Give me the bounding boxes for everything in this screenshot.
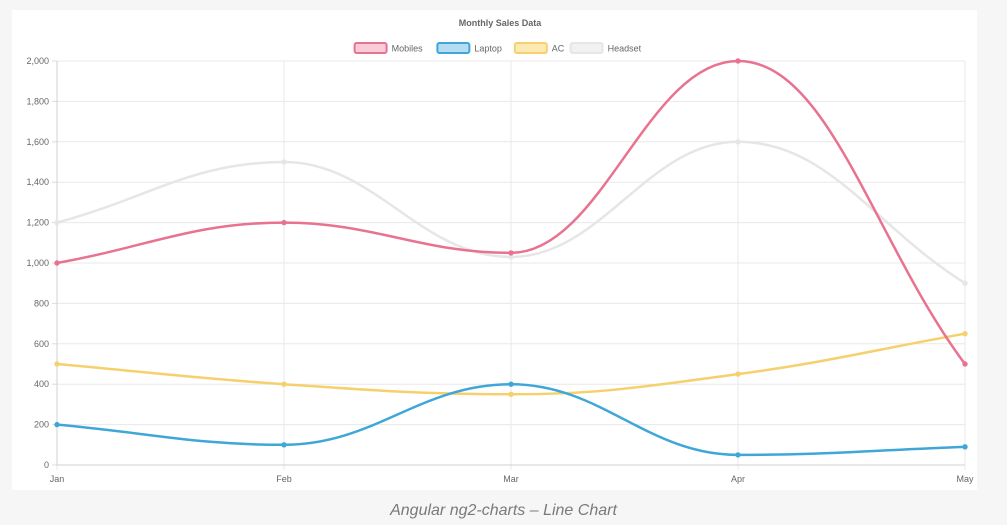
legend-swatch — [353, 42, 388, 54]
data-point-laptop[interactable] — [735, 452, 741, 458]
series-line-headset — [56, 140, 966, 285]
data-point-mobiles[interactable] — [735, 58, 741, 64]
series-mobiles — [54, 58, 968, 367]
legend-label: Headset — [608, 44, 642, 54]
legend-item-ac[interactable]: AC — [513, 42, 565, 54]
x-tick-label: Apr — [731, 474, 745, 484]
chart-title: Monthly Sales Data — [459, 18, 543, 28]
x-tick-label: Mar — [503, 474, 519, 484]
series-headset — [54, 139, 968, 286]
grid — [56, 60, 966, 470]
legend-item-laptop[interactable]: Laptop — [436, 42, 502, 54]
y-tick-label: 800 — [34, 298, 49, 308]
y-tick-label: 1,400 — [26, 177, 49, 187]
legend: Mobiles Laptop AC Headset — [353, 42, 642, 54]
legend-label: Mobiles — [392, 44, 424, 54]
data-point-mobiles[interactable] — [962, 361, 968, 367]
legend-item-headset[interactable]: Headset — [569, 42, 642, 54]
x-tick-label: Jan — [50, 474, 65, 484]
data-point-headset[interactable] — [54, 219, 60, 226]
data-point-ac[interactable] — [281, 381, 287, 387]
data-point-headset[interactable] — [735, 139, 741, 145]
figure-caption: Angular ng2-charts – Line Chart — [390, 502, 617, 519]
y-tick-label: 0 — [44, 460, 49, 470]
data-point-headset[interactable] — [281, 159, 287, 165]
data-point-headset[interactable] — [962, 280, 968, 286]
y-tick-label: 2,000 — [26, 56, 49, 66]
y-tick-label: 400 — [34, 379, 49, 389]
chart-panel — [12, 10, 977, 490]
data-point-laptop[interactable] — [281, 442, 287, 448]
series-line-mobiles — [56, 59, 967, 365]
data-point-laptop[interactable] — [508, 381, 514, 387]
y-tick-label: 1,000 — [26, 258, 49, 268]
data-point-ac[interactable] — [508, 391, 514, 397]
data-point-mobiles[interactable] — [54, 260, 60, 266]
legend-swatch — [513, 42, 548, 54]
x-tick-label: Feb — [276, 474, 292, 484]
axes: 0 200 400 600 800 1,000 1,200 1,400 1,600 1,800 2,… — [26, 56, 974, 484]
data-point-laptop[interactable] — [54, 421, 60, 428]
y-tick-label: 1,600 — [26, 137, 49, 147]
series-ac — [54, 331, 968, 397]
y-tick-label: 1,200 — [26, 218, 49, 228]
x-tick-label: May — [956, 474, 974, 484]
data-point-ac[interactable] — [962, 331, 968, 337]
legend-item-mobiles[interactable]: Mobiles — [353, 42, 424, 54]
series-laptop — [54, 381, 968, 458]
y-tick-label: 600 — [34, 339, 49, 349]
data-point-ac[interactable] — [54, 361, 60, 367]
legend-label: Laptop — [474, 44, 502, 54]
legend-label: AC — [552, 44, 565, 54]
legend-swatch — [569, 42, 604, 54]
y-tick-label: 200 — [34, 420, 49, 430]
data-point-ac[interactable] — [735, 371, 741, 377]
series-lines — [54, 58, 968, 458]
data-point-laptop[interactable] — [962, 444, 968, 450]
data-point-mobiles[interactable] — [281, 219, 287, 226]
y-tick-label: 1,800 — [26, 96, 49, 106]
legend-swatch — [436, 42, 471, 54]
data-point-mobiles[interactable] — [508, 250, 514, 256]
